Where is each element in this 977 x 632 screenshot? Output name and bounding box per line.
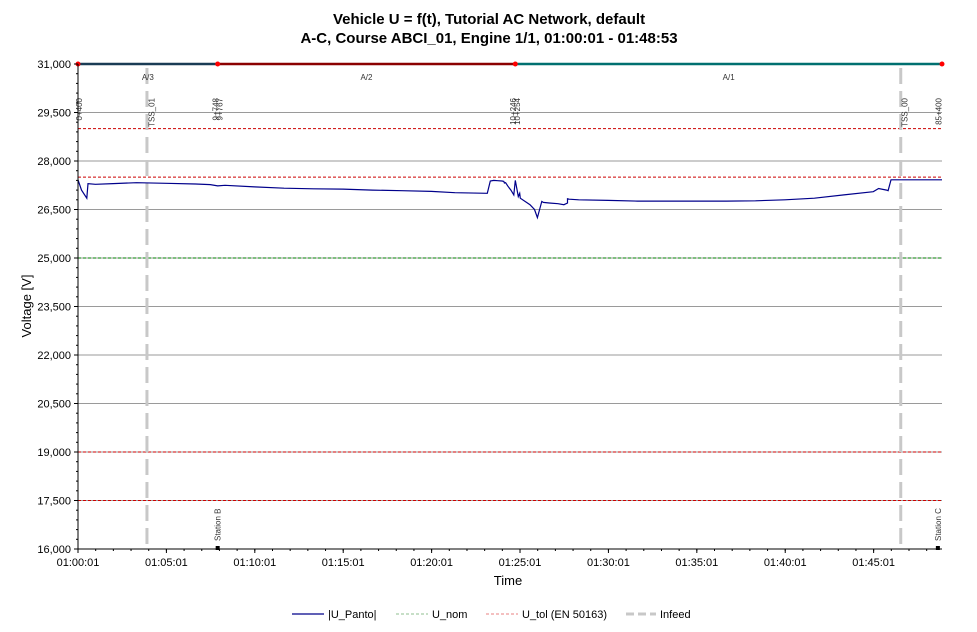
position-label: 0+400 (75, 97, 84, 120)
section-label: A/1 (723, 73, 736, 82)
y-tick-label: 31,000 (37, 59, 71, 71)
position-label: 9+767 (215, 97, 224, 120)
legend-label: |U_Panto| (328, 609, 377, 621)
station-label: Station C (934, 508, 943, 541)
position-label: 10+254 (513, 97, 522, 124)
x-tick-label: 01:30:01 (587, 557, 630, 569)
station-marker (935, 546, 940, 550)
y-tick-label: 22,000 (37, 350, 71, 362)
position-label: 85+400 (934, 97, 943, 124)
chart-title: Vehicle U = f(t), Tutorial AC Network, d… (333, 11, 645, 28)
y-tick-label: 19,000 (37, 447, 71, 459)
x-axis-label: Time (494, 573, 522, 588)
section-label: A/2 (360, 73, 373, 82)
legend-label: Infeed (660, 609, 691, 621)
y-axis-label: Voltage [V] (19, 275, 34, 338)
x-tick-label: 01:05:01 (145, 557, 188, 569)
legend-label: U_tol (EN 50163) (522, 609, 607, 621)
node-marker (939, 61, 945, 67)
x-axis-ticks: 01:00:01 01:05:01 01:10:01 01:15:01 01:20:01… (57, 549, 928, 569)
y-tick-label: 28,000 (37, 156, 71, 168)
y-tick-label: 17,500 (37, 496, 71, 508)
x-tick-label: 01:15:01 (322, 557, 365, 569)
station-label: Station B (214, 509, 223, 541)
x-tick-label: 01:00:01 (57, 557, 100, 569)
x-tick-label: 01:45:01 (852, 557, 895, 569)
node-marker (512, 61, 518, 67)
reference-lines (78, 128, 942, 501)
series-layer (77, 179, 942, 220)
position-label: 9+748 (211, 97, 220, 120)
y-tick-label: 20,500 (37, 399, 71, 411)
y-tick-label: 29,500 (37, 108, 71, 120)
legend-label: U_nom (432, 609, 467, 621)
x-tick-label: 01:25:01 (499, 557, 542, 569)
position-label: TSS_01 (148, 97, 157, 126)
node-marker (215, 61, 221, 67)
position-label: 10+246 (509, 97, 518, 124)
station-marker (215, 546, 220, 550)
station-markers: Station B Station C (214, 508, 943, 550)
infeed-lines (145, 68, 903, 549)
y-tick-label: 26,500 (37, 205, 71, 217)
position-label: TSS_00 (901, 97, 910, 126)
u-panto-line (77, 179, 942, 220)
y-axis-ticks: 16,000 17,500 19,000 20,500 22,000 23,500 25,0… (37, 59, 78, 556)
y-tick-label: 23,500 (37, 302, 71, 314)
x-tick-label: 01:10:01 (233, 557, 276, 569)
section-label: A/3 (142, 73, 155, 82)
x-tick-label: 01:40:01 (764, 557, 807, 569)
y-tick-label: 25,000 (37, 253, 71, 265)
chart-subtitle: A-C, Course ABCI_01, Engine 1/1, 01:00:0… (300, 30, 677, 47)
x-tick-label: 01:35:01 (675, 557, 718, 569)
x-tick-label: 01:20:01 (410, 557, 453, 569)
y-tick-label: 16,000 (37, 544, 71, 556)
legend: |U_Panto| U_nom U_tol (EN 50163) Infeed (292, 609, 691, 621)
